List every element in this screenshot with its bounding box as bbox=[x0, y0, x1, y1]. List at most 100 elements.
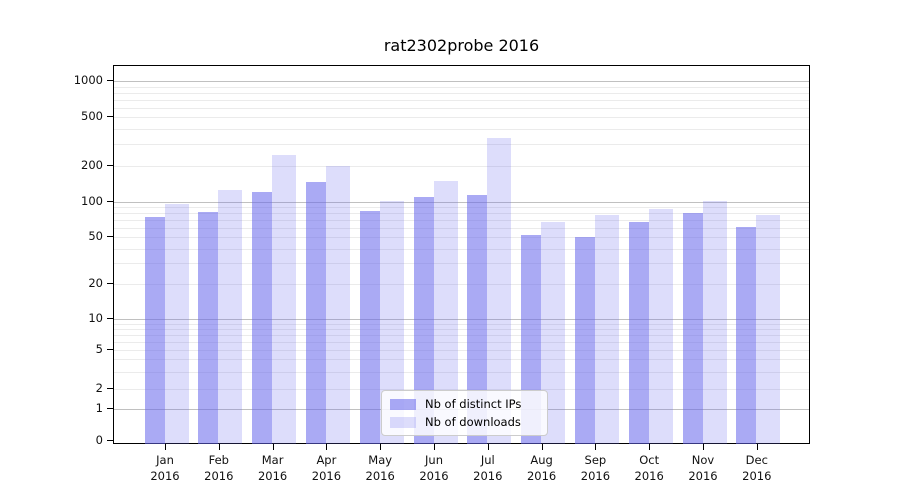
y-axis-tick bbox=[107, 80, 113, 81]
x-tick-label: Jan 2016 bbox=[135, 452, 195, 484]
x-tick-year: 2016 bbox=[473, 469, 503, 483]
gridline-minor bbox=[114, 144, 809, 146]
legend-label: Nb of distinct IPs bbox=[425, 397, 522, 411]
gridline-minor bbox=[114, 86, 809, 88]
bar-distinct-ips-sep bbox=[574, 237, 595, 444]
x-axis-tick bbox=[165, 444, 166, 450]
x-axis-tick bbox=[595, 444, 597, 450]
bar-distinct-ips-jun bbox=[413, 196, 434, 444]
y-tick-label: 2 bbox=[95, 381, 103, 395]
y-tick-label: 100 bbox=[81, 194, 103, 208]
x-tick-month: Oct bbox=[639, 453, 660, 467]
x-axis-tick bbox=[218, 444, 220, 450]
x-tick-month: Sep bbox=[584, 453, 607, 467]
bar-downloads-oct bbox=[648, 209, 673, 444]
x-tick-year: 2016 bbox=[419, 469, 449, 483]
x-tick-label: Dec 2016 bbox=[727, 452, 787, 484]
x-tick-label: Aug 2016 bbox=[512, 452, 572, 484]
bar-downloads-mar bbox=[272, 154, 297, 444]
y-axis-tick bbox=[107, 388, 113, 389]
gridline-minor bbox=[114, 248, 809, 250]
bar-distinct-ips-oct bbox=[628, 222, 649, 444]
x-tick-year: 2016 bbox=[742, 469, 772, 483]
x-axis-tick bbox=[326, 444, 328, 450]
x-tick-month: Mar bbox=[261, 453, 284, 467]
gridline-minor bbox=[114, 328, 809, 330]
x-tick-month: Nov bbox=[691, 453, 715, 467]
legend-swatch-distinct-ips bbox=[390, 398, 416, 410]
x-tick-year: 2016 bbox=[526, 469, 557, 483]
x-tick-month: Jan bbox=[156, 453, 174, 467]
y-axis-tick bbox=[107, 116, 113, 118]
x-tick-year: 2016 bbox=[204, 469, 234, 483]
x-tick-year: 2016 bbox=[257, 469, 288, 483]
x-axis-tick bbox=[541, 444, 543, 450]
y-tick-label: 500 bbox=[81, 109, 103, 124]
y-axis-tick bbox=[107, 408, 113, 409]
bar-distinct-ips-mar bbox=[252, 191, 273, 444]
gridline-minor bbox=[114, 263, 809, 265]
x-tick-month: May bbox=[368, 453, 393, 467]
x-tick-month: Dec bbox=[745, 453, 768, 467]
x-tick-year: 2016 bbox=[580, 469, 611, 483]
bar-downloads-nov bbox=[702, 201, 727, 444]
x-tick-year: 2016 bbox=[150, 469, 180, 483]
gridline-minor bbox=[114, 99, 809, 101]
x-tick-year: 2016 bbox=[688, 469, 718, 483]
gridline-minor bbox=[114, 227, 809, 229]
y-tick-label: 50 bbox=[88, 229, 103, 244]
x-tick-label: May 2016 bbox=[350, 452, 410, 484]
x-axis-tick bbox=[434, 444, 435, 450]
bar-downloads-feb bbox=[218, 189, 243, 444]
bar-downloads-jan bbox=[164, 204, 189, 444]
gridline-minor bbox=[114, 334, 809, 336]
x-tick-year: 2016 bbox=[634, 469, 664, 483]
x-axis-tick bbox=[380, 444, 382, 450]
x-tick-month: Aug bbox=[530, 453, 553, 467]
gridline-minor bbox=[114, 359, 809, 361]
legend: Nb of distinct IPs Nb of downloads bbox=[381, 390, 548, 436]
gridline-minor bbox=[114, 107, 809, 109]
gridline-minor bbox=[114, 129, 809, 131]
y-tick-label: 1000 bbox=[73, 73, 103, 87]
y-tick-label: 20 bbox=[88, 275, 103, 290]
gridline-minor bbox=[114, 117, 809, 119]
bar-distinct-ips-may bbox=[359, 210, 380, 444]
legend-item: Nb of distinct IPs bbox=[390, 397, 539, 411]
y-axis-tick bbox=[107, 236, 113, 238]
x-tick-label: Nov 2016 bbox=[673, 452, 733, 484]
y-axis-tick bbox=[107, 440, 113, 441]
gridline-minor bbox=[114, 207, 809, 209]
x-axis-tick bbox=[703, 444, 704, 450]
bar-distinct-ips-apr bbox=[305, 182, 326, 444]
x-tick-year: 2016 bbox=[365, 469, 395, 483]
x-tick-year: 2016 bbox=[311, 469, 342, 483]
legend-swatch-downloads bbox=[390, 416, 416, 428]
y-axis-tick bbox=[107, 318, 113, 319]
y-axis-tick bbox=[107, 201, 113, 202]
x-tick-label: Oct 2016 bbox=[619, 452, 679, 484]
bar-distinct-ips-feb bbox=[198, 212, 219, 444]
chart-title: rat2302probe 2016 bbox=[383, 36, 540, 55]
gridline-minor bbox=[114, 323, 809, 325]
x-tick-label: Apr 2016 bbox=[296, 452, 356, 484]
bar-distinct-ips-dec bbox=[736, 227, 757, 444]
gridline-minor bbox=[114, 389, 809, 390]
bar-distinct-ips-nov bbox=[682, 213, 703, 444]
gridline-minor bbox=[114, 350, 809, 351]
y-tick-label: 1 bbox=[95, 401, 103, 415]
x-tick-month: Jun bbox=[425, 453, 443, 467]
bar-distinct-ips-jul bbox=[467, 195, 488, 444]
legend-item: Nb of downloads bbox=[390, 415, 539, 429]
bar-downloads-sep bbox=[594, 215, 619, 444]
y-axis-tick bbox=[107, 164, 113, 166]
x-axis-tick bbox=[272, 444, 274, 450]
x-axis-tick bbox=[756, 444, 758, 450]
y-tick-label: 0 bbox=[95, 433, 103, 447]
x-tick-label: Jul 2016 bbox=[458, 452, 518, 484]
gridline-major bbox=[114, 81, 809, 82]
bar-downloads-apr bbox=[325, 165, 350, 444]
y-tick-label: 200 bbox=[81, 157, 103, 172]
gridline-minor bbox=[114, 220, 809, 222]
x-tick-month: Jul bbox=[480, 453, 495, 467]
